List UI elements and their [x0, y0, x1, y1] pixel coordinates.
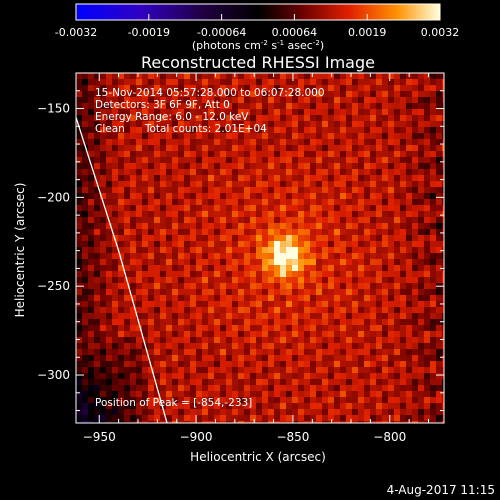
annotation-clean-counts: Clean Total counts: 2.01E+04 [95, 123, 267, 135]
colorbar-tick-label: 0.00064 [272, 26, 318, 39]
chart-title: Reconstructed RHESSI Image [141, 53, 375, 72]
y-axis-label: Heliocentric Y (arcsec) [13, 183, 27, 318]
colorbar-tick-label: -0.00064 [197, 26, 246, 39]
axis-ticks: −950 −900 −850 −800 −150 −200 −250 −300 [37, 72, 444, 444]
x-axis-label: Heliocentric X (arcsec) [190, 450, 326, 464]
y-tick-label: −200 [37, 190, 70, 204]
heatmap-image [76, 73, 444, 423]
annotation-time-range: 15-Nov-2014 05:57:28.000 to 06:07:28.000 [95, 87, 325, 99]
colorbar-tick-label: 0.0019 [348, 26, 387, 39]
x-tick-label: −800 [373, 430, 406, 444]
colorbar-tick-label: -0.0019 [128, 26, 170, 39]
colorbar-tick-label: -0.0032 [55, 26, 97, 39]
annotation-detectors: Detectors: 3F 6F 9F, Att 0 [95, 99, 230, 111]
annotation-energy-range: Energy Range: 6.0 - 12.0 keV [95, 111, 249, 123]
y-tick-label: −250 [37, 279, 70, 293]
peak-position-label: Position of Peak = [-854,-233] [95, 397, 252, 409]
y-tick-label: −150 [37, 102, 70, 116]
colorbar [75, 3, 441, 21]
plot-frame [75, 72, 445, 424]
x-tick-label: −850 [276, 430, 309, 444]
colorbar-unit: (photons cm-2 s-1 asec-2) [192, 39, 324, 52]
colorbar-ticks: -0.0032 -0.0019 -0.00064 0.00064 0.0019 0.003… [55, 14, 459, 39]
colorbar-tick-label: 0.0032 [421, 26, 460, 39]
solar-limb-line [76, 117, 168, 423]
footer-date: 4-Aug-2017 11:15 [387, 483, 495, 497]
annotation-block: 15-Nov-2014 05:57:28.000 to 06:07:28.000… [95, 87, 325, 135]
y-tick-label: −300 [37, 368, 70, 382]
x-tick-label: −950 [83, 430, 116, 444]
x-tick-label: −900 [180, 430, 213, 444]
